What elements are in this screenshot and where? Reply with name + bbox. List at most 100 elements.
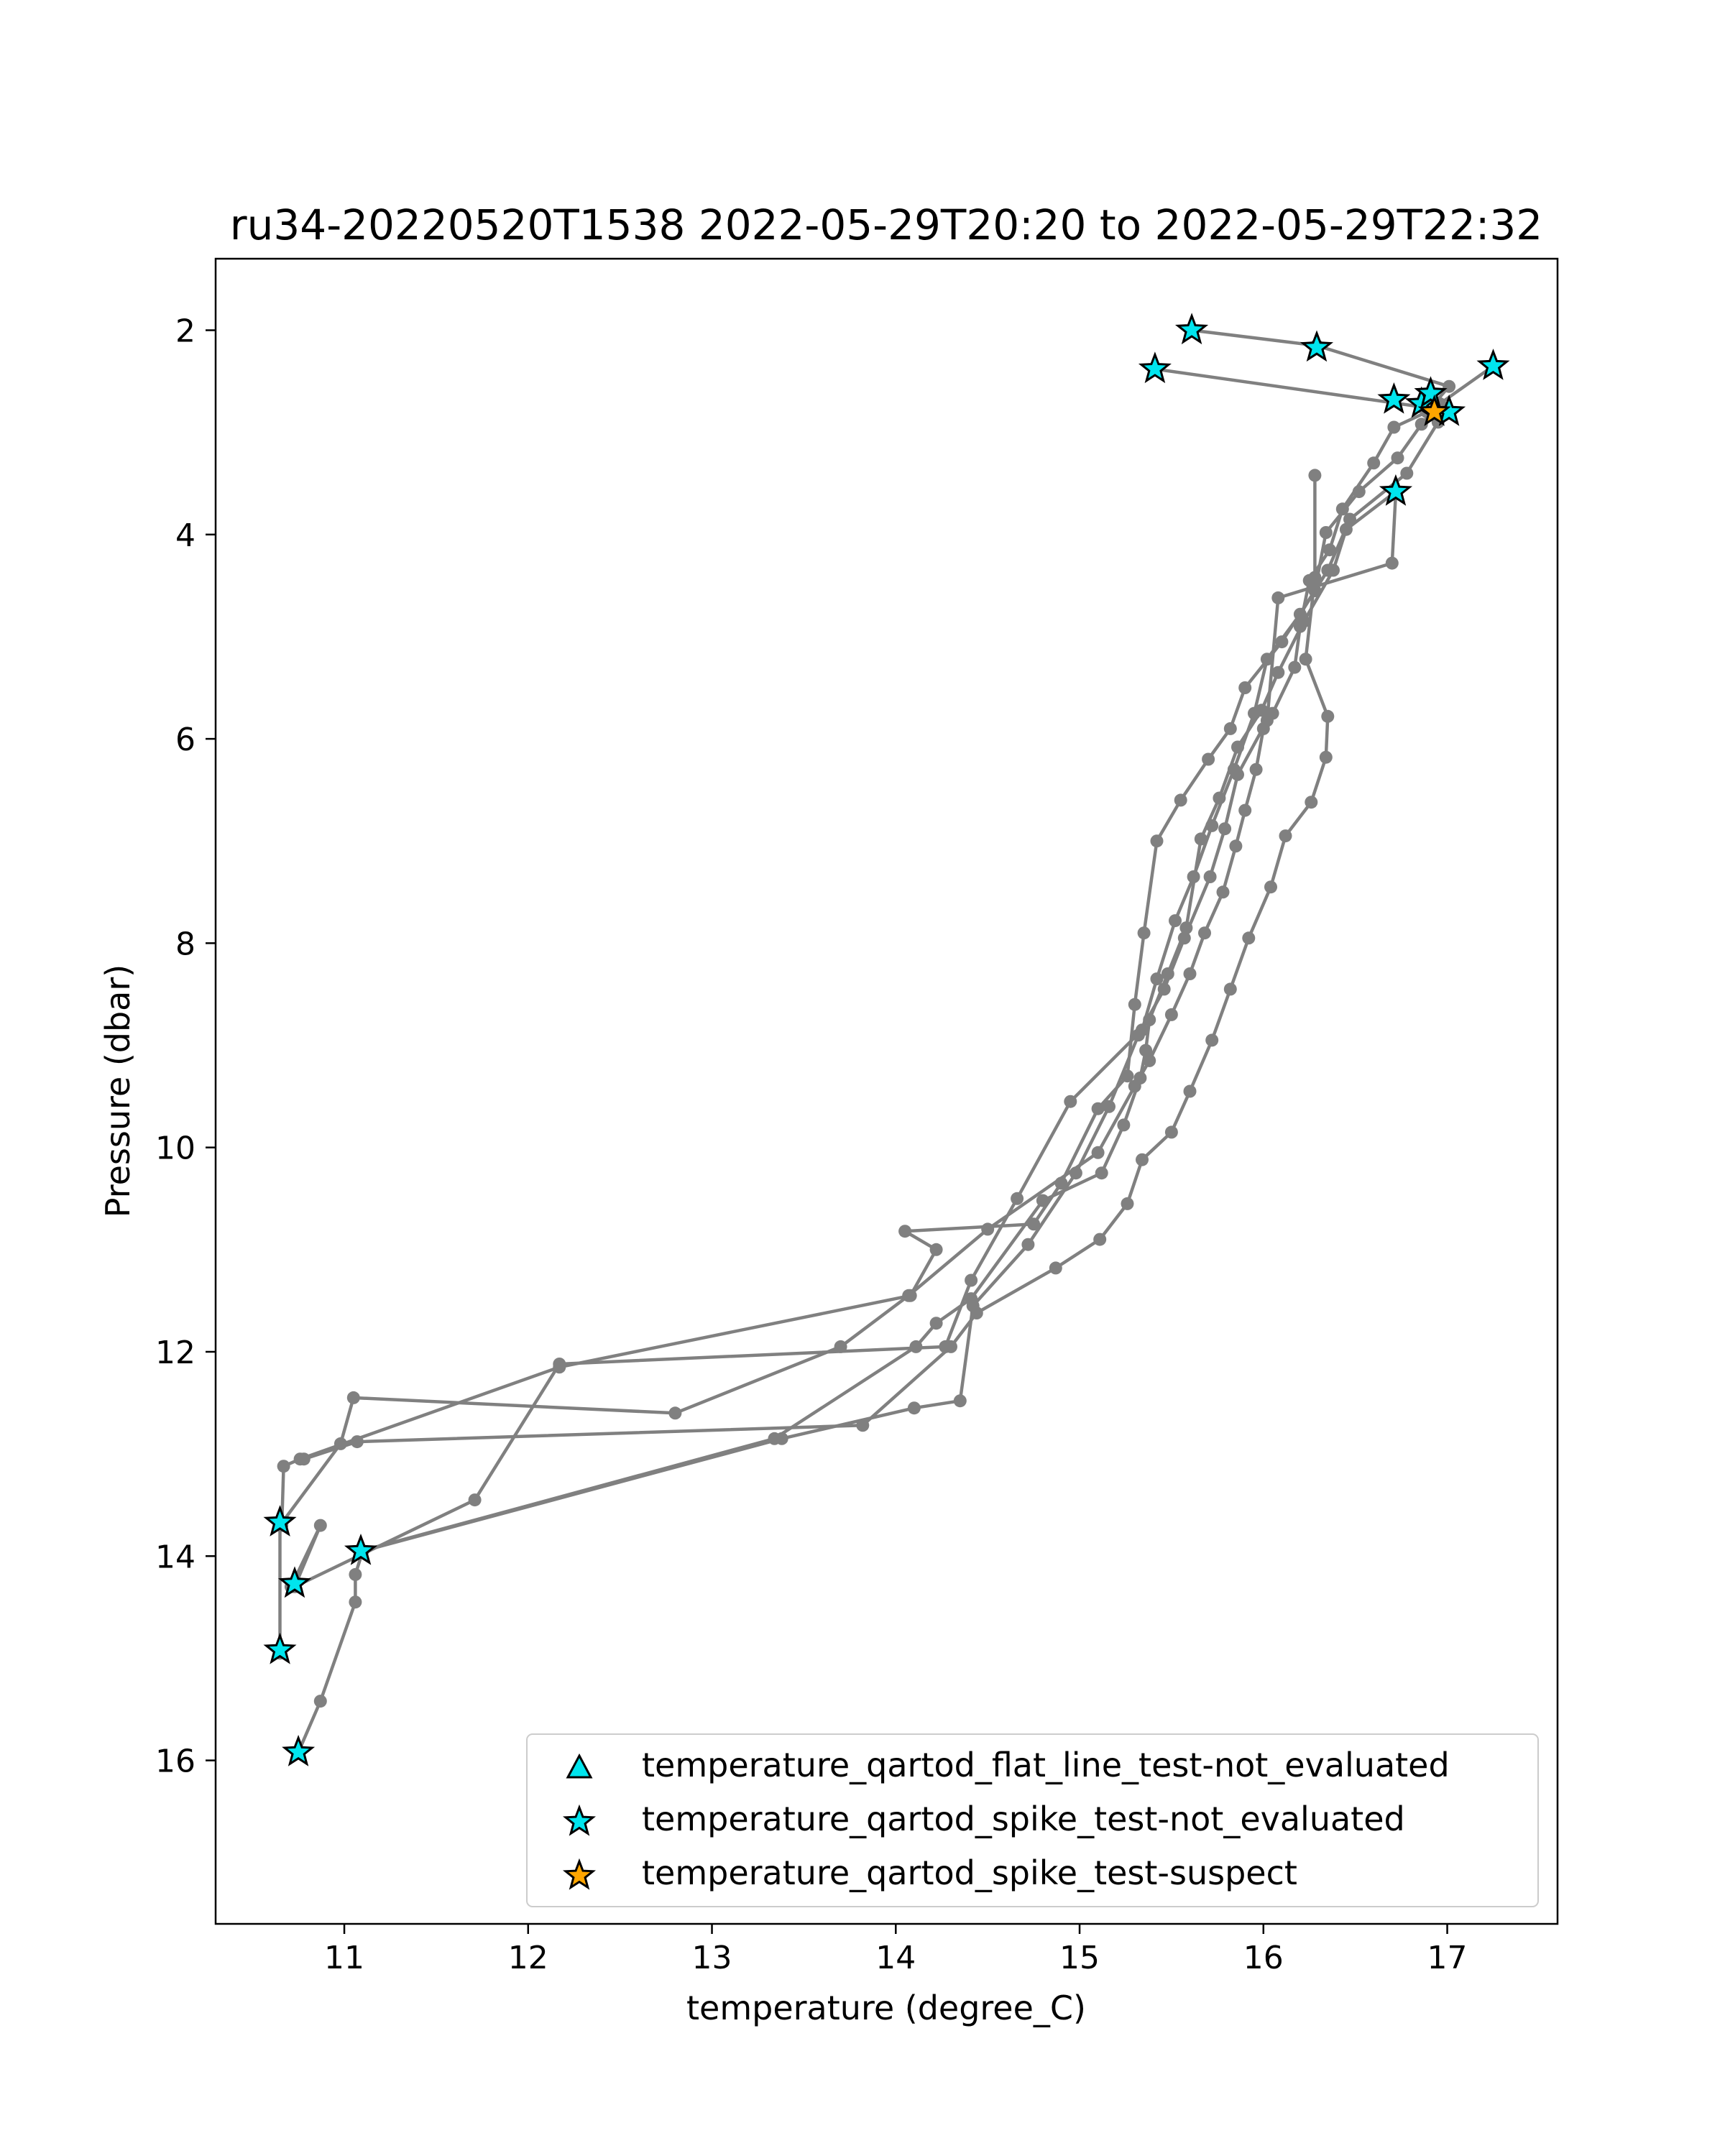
profile-point <box>349 1567 362 1581</box>
profile-point <box>1343 512 1356 526</box>
spike-not-evaluated-star-marker <box>1414 376 1448 408</box>
legend: temperature_qartod_flat_line_test-not_ev… <box>526 1733 1539 1907</box>
legend-entry-spike-not-evaluated: temperature_qartod_spike_test-not_evalua… <box>562 1800 1405 1838</box>
legend-triangle-marker <box>566 1753 593 1779</box>
profile-point <box>1150 834 1164 848</box>
profile-point <box>1187 870 1200 883</box>
profile-point <box>1335 502 1349 516</box>
profile-point <box>907 1401 921 1415</box>
profile-point <box>1216 885 1230 899</box>
profile-point <box>1143 1054 1156 1067</box>
profile-point <box>1305 796 1318 809</box>
profile-point <box>1091 1102 1105 1115</box>
y-tick-label: 4 <box>175 517 196 554</box>
profile-point <box>1036 1194 1049 1207</box>
profile-point <box>1161 967 1174 980</box>
profile-line-2 <box>280 364 1494 1526</box>
profile-point <box>277 1460 290 1473</box>
legend-star-marker <box>562 1804 597 1836</box>
profile-point <box>1194 832 1208 846</box>
y-tick-label: 16 <box>155 1743 196 1780</box>
profile-point <box>909 1340 923 1353</box>
legend-star-marker <box>562 1858 597 1890</box>
x-axis: 11 12 13 14 15 16 17 <box>324 1924 1468 1976</box>
profile-point <box>1367 456 1381 470</box>
spike-not-evaluated-star-marker <box>263 1505 297 1537</box>
profile-point <box>1308 469 1322 482</box>
y-tick-label: 6 <box>175 722 196 758</box>
legend-entry-spike-suspect: temperature_qartod_spike_test-suspect <box>562 1853 1297 1892</box>
y-axis-label: Pressure (dbar) <box>98 964 137 1217</box>
profile-point <box>297 1452 310 1466</box>
profile-point <box>1139 1044 1153 1057</box>
profile-point <box>1128 998 1141 1011</box>
profile-point <box>1121 1197 1134 1210</box>
profile-point <box>1223 982 1237 996</box>
profile-point <box>1308 571 1322 584</box>
profile-point <box>1223 722 1237 735</box>
spike-not-evaluated-star-marker <box>282 1734 316 1766</box>
profile-point <box>1143 1013 1156 1026</box>
profile-point <box>1308 584 1322 597</box>
x-axis-label: temperature (degree_C) <box>686 1989 1086 2027</box>
plot-area <box>263 313 1510 1766</box>
x-tick-label: 15 <box>1059 1940 1100 1976</box>
profile-point <box>1157 982 1171 996</box>
profile-point <box>313 1519 327 1532</box>
profile-point <box>775 1432 788 1445</box>
profile-point <box>1213 791 1226 805</box>
x-tick-label: 17 <box>1427 1940 1468 1976</box>
spike-not-evaluated-star-marker <box>263 1632 297 1664</box>
profile-point <box>1069 1166 1082 1180</box>
profile-point <box>1203 870 1217 883</box>
profile-point <box>1275 635 1289 649</box>
profile-point <box>1205 819 1219 832</box>
profile-point <box>1299 653 1312 666</box>
profile-point <box>1164 1125 1178 1139</box>
profile-point <box>1205 1033 1219 1047</box>
profile-line-6 <box>303 475 1330 1461</box>
profile-point <box>1103 1100 1116 1113</box>
spike-not-evaluated-star-marker <box>1174 313 1209 345</box>
profile-point <box>668 1406 682 1420</box>
star-shape <box>562 1804 597 1836</box>
profile-point <box>1133 1072 1147 1084</box>
profile-line-5 <box>297 493 1398 1754</box>
profile-point <box>1271 591 1285 604</box>
profile-point <box>1137 926 1151 940</box>
profile-point <box>1279 829 1292 843</box>
profile-point <box>1121 1069 1134 1083</box>
legend-label: temperature_qartod_spike_test-not_evalua… <box>642 1800 1405 1838</box>
profile-point <box>1131 1028 1145 1042</box>
profile-point <box>1260 714 1274 727</box>
x-tick-label: 14 <box>875 1940 916 1976</box>
legend-frame <box>526 1733 1539 1907</box>
flag-markers <box>263 313 1510 1766</box>
profile-point <box>1117 1118 1131 1132</box>
profile-point <box>349 1595 362 1609</box>
triangle-shape <box>566 1753 593 1779</box>
profile-point <box>1249 763 1263 776</box>
x-tick-label: 11 <box>324 1940 364 1976</box>
profile-point <box>1319 750 1333 764</box>
profile-point <box>1093 1233 1107 1246</box>
legend-label: temperature_qartod_flat_line_test-not_ev… <box>642 1746 1450 1784</box>
profile-point <box>1443 379 1456 393</box>
profile-point <box>350 1435 364 1449</box>
profile-point <box>334 1437 347 1450</box>
profile-point <box>1288 660 1302 674</box>
profile-point <box>953 1394 967 1408</box>
profile-point <box>1218 822 1232 836</box>
y-tick-label: 14 <box>155 1539 196 1575</box>
profile-point <box>929 1243 943 1256</box>
profile-point <box>1255 704 1269 717</box>
spike-not-evaluated-star-marker <box>1379 474 1413 506</box>
profile-point <box>1202 752 1215 766</box>
profile-point <box>856 1419 870 1432</box>
profile-point <box>1183 1084 1197 1098</box>
profile-point <box>1027 1217 1041 1231</box>
x-tick-label: 16 <box>1243 1940 1284 1976</box>
legend-entry-flat-line-not-evaluated: temperature_qartod_flat_line_test-not_ev… <box>566 1746 1450 1784</box>
profile-point <box>1400 466 1414 480</box>
profile-point <box>468 1493 482 1507</box>
